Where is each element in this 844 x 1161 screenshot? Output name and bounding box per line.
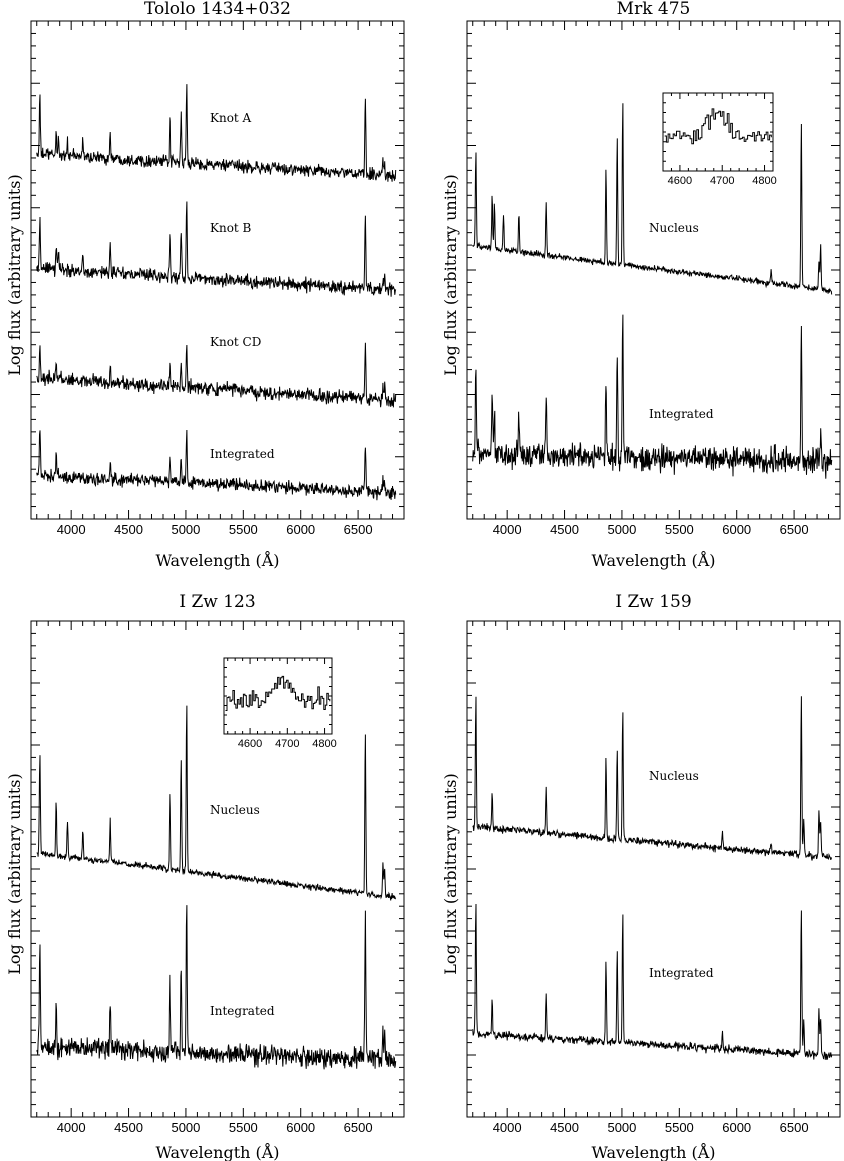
x-tick-label: 6500: [344, 522, 373, 537]
spectrum-line-integrated: [472, 903, 833, 1060]
spectrum-line-nucleus: [472, 696, 833, 861]
x-tick-label: 5500: [229, 522, 258, 537]
inset-spectrum-line: [225, 675, 331, 711]
inset-plot: 4600 4700 4800: [223, 657, 337, 750]
spectrum-label: Knot A: [210, 111, 252, 125]
spectrum-label: Integrated: [649, 407, 714, 421]
y-axis-label: Log flux (arbitrary units): [5, 174, 24, 375]
inset-spectrum-line: [664, 108, 772, 145]
spectrum-label: Integrated: [649, 966, 714, 980]
x-tick-label: 4000: [493, 1120, 522, 1135]
x-tick-label: 5000: [171, 1120, 200, 1135]
spectrum-line-knot-cd: [36, 342, 397, 408]
spectrum-label: Nucleus: [649, 769, 699, 783]
chart-title: Tololo 1434+032: [144, 0, 291, 19]
y-axis-label: Log flux (arbitrary units): [5, 773, 24, 974]
x-tick-label: 4500: [550, 1120, 579, 1135]
inset-x-tick-label: 4800: [312, 738, 336, 750]
x-tick-label: 6000: [722, 522, 751, 537]
x-axis-label: Wavelength (Å): [155, 1142, 279, 1161]
chart-title: I Zw 159: [615, 592, 691, 612]
x-tick-label: 4000: [57, 522, 86, 537]
chart-title: Mrk 475: [617, 0, 691, 19]
x-tick-label: 4500: [550, 522, 579, 537]
spectrum-label: Knot CD: [210, 335, 261, 349]
x-tick-label: 4000: [57, 1120, 86, 1135]
inset-x-tick-label: 4800: [752, 175, 776, 187]
y-axis-label: Log flux (arbitrary units): [441, 773, 460, 974]
x-tick-label: 5500: [665, 1120, 694, 1135]
spectrum-line-knot-b: [36, 201, 397, 297]
inset-x-tick-label: 4600: [668, 175, 692, 187]
x-tick-label: 5000: [607, 1120, 636, 1135]
inset-plot: 4600 4700 4800: [662, 92, 777, 187]
x-tick-label: 6000: [722, 1120, 751, 1135]
spectrum-line-nucleus: [472, 103, 833, 295]
x-axis-label: Wavelength (Å): [155, 550, 279, 570]
spectrum-line-knot-a: [36, 84, 397, 182]
chart-panel-4: I Zw 159 Wavelength (Å) Log flux (arbitrar…: [441, 592, 841, 1161]
chart-title: I Zw 123: [179, 592, 255, 612]
inset-x-tick-label: 4700: [710, 175, 734, 187]
x-tick-label: 6500: [344, 1120, 373, 1135]
x-axis-label: Wavelength (Å): [591, 550, 715, 570]
spectrum-line-nucleus: [36, 705, 397, 901]
inset-x-tick-label: 4600: [238, 738, 262, 750]
inset-frame: [223, 657, 333, 735]
spectrum-label: Knot B: [210, 221, 252, 235]
chart-panel-2: Mrk 475 Wavelength (Å) Log flux (arbitrary…: [441, 0, 841, 570]
x-axis-label: Wavelength (Å): [591, 1142, 715, 1161]
chart-panel-1: Tololo 1434+032 Wavelength (Å) Log flux (a…: [5, 0, 405, 570]
plot-frame: [466, 620, 841, 1118]
spectrum-label: Nucleus: [210, 803, 260, 817]
spectrum-label: Integrated: [210, 447, 275, 461]
inset-frame: [662, 92, 774, 172]
x-tick-label: 4500: [114, 522, 143, 537]
x-tick-label: 6000: [286, 1120, 315, 1135]
spectrum-label: Nucleus: [649, 221, 699, 235]
chart-panel-3: I Zw 123 Wavelength (Å) Log flux (arbitrar…: [5, 592, 405, 1161]
x-tick-label: 5000: [171, 522, 200, 537]
x-tick-label: 5500: [665, 522, 694, 537]
x-tick-label: 4000: [493, 522, 522, 537]
x-tick-label: 6500: [780, 1120, 809, 1135]
spectrum-line-integrated: [36, 905, 397, 1070]
x-tick-label: 6000: [286, 522, 315, 537]
spectrum-label: Integrated: [210, 1004, 275, 1018]
y-axis-label: Log flux (arbitrary units): [441, 174, 460, 375]
x-tick-label: 5500: [229, 1120, 258, 1135]
spectrum-line-integrated: [36, 429, 397, 501]
spectrum-line-integrated: [472, 314, 833, 479]
x-tick-label: 5000: [607, 522, 636, 537]
x-tick-label: 6500: [780, 522, 809, 537]
x-tick-label: 4500: [114, 1120, 143, 1135]
inset-x-tick-label: 4700: [275, 738, 299, 750]
